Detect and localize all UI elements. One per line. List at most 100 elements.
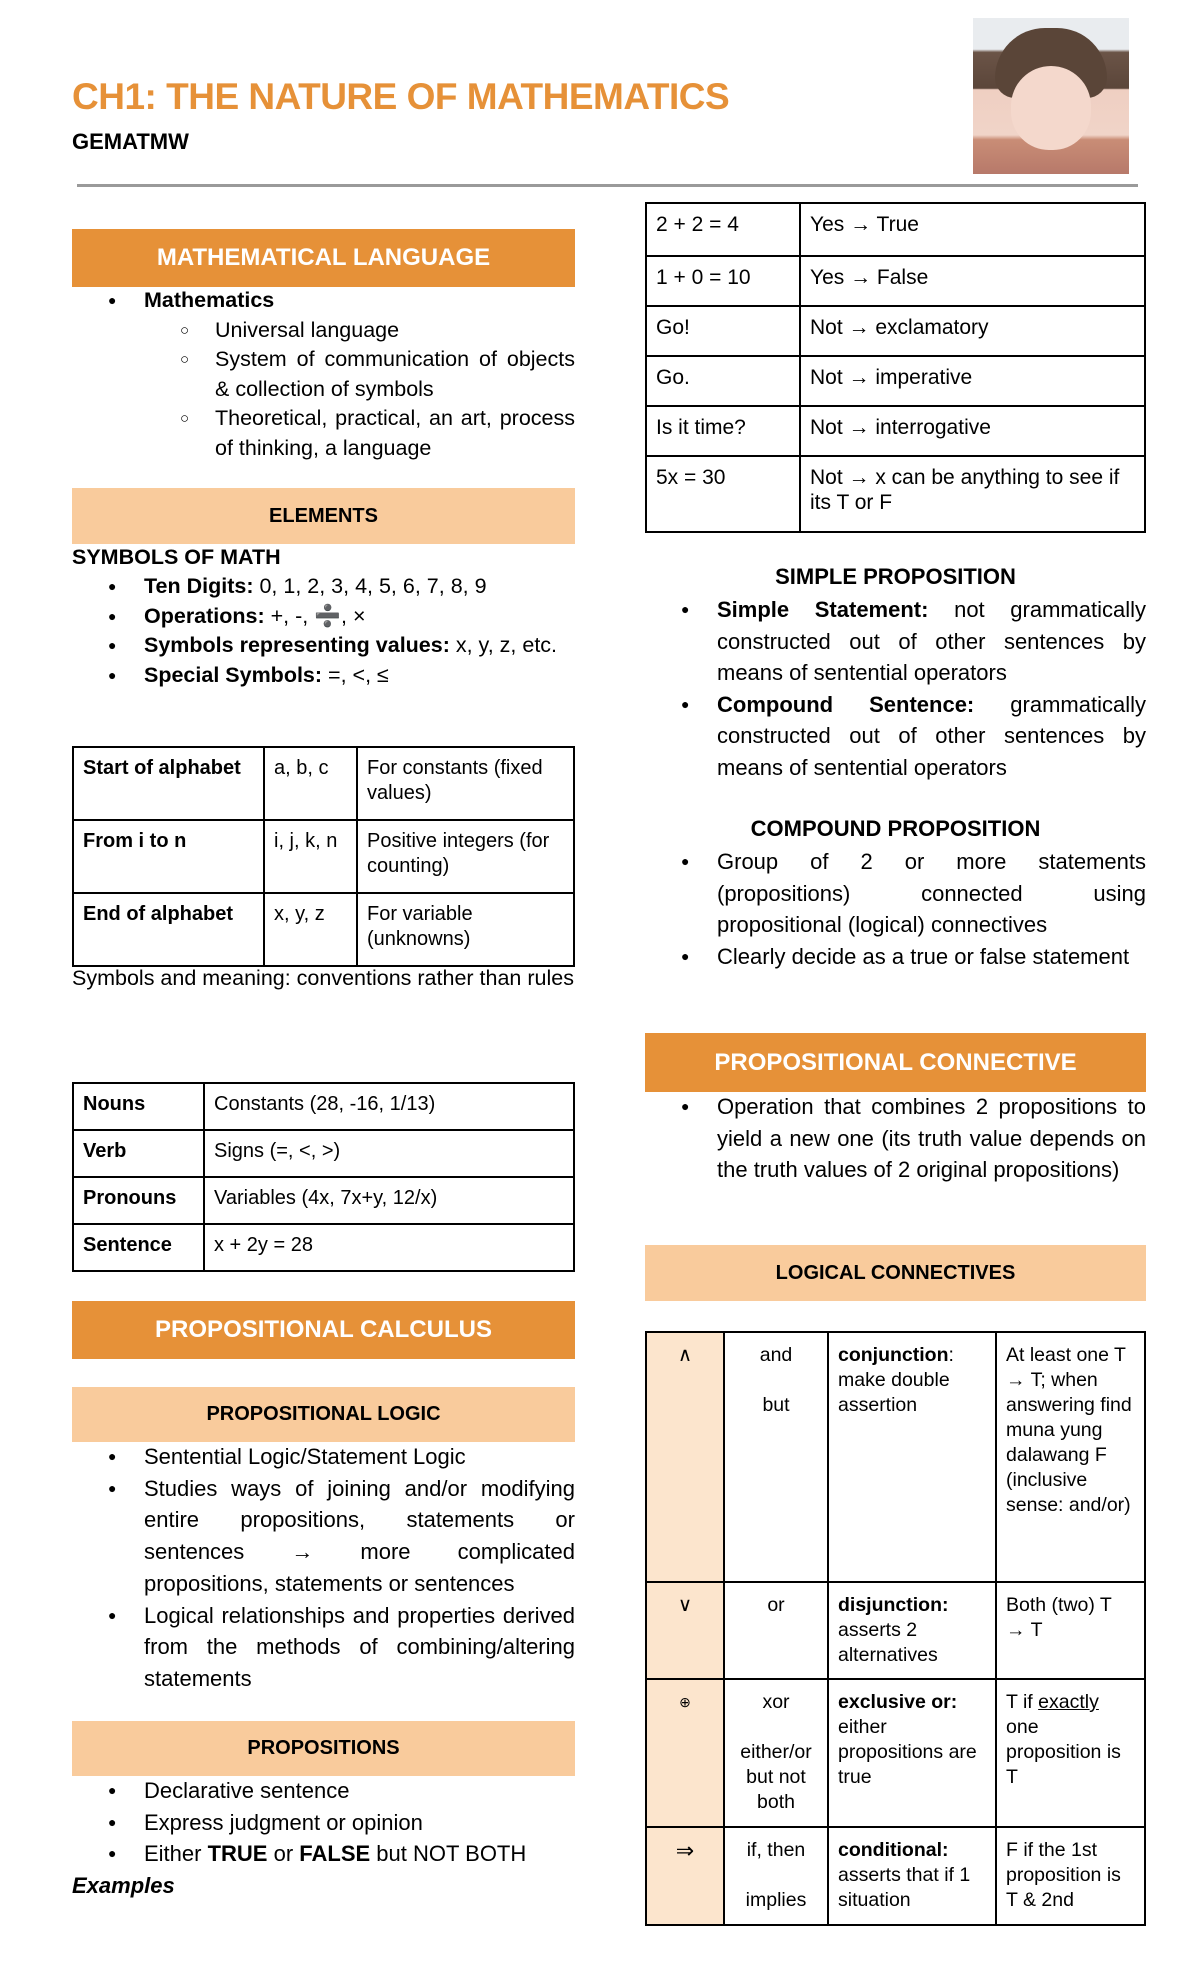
text: exactly <box>1038 1691 1099 1713</box>
item-label: Ten Digits: <box>144 574 254 598</box>
table-cell: or <box>723 1581 829 1680</box>
symbols-title: SYMBOLS OF MATH <box>72 545 281 569</box>
table-cell: End of alphabet <box>72 892 265 967</box>
table-cell: Go! <box>645 305 801 357</box>
table-row: Go! Not → exclamatory <box>645 305 1146 357</box>
connective-desc: either propositions are true <box>838 1716 977 1788</box>
connective-word: implies <box>745 1889 807 1911</box>
table-cell: Not → imperative <box>799 355 1146 407</box>
table-cell: Yes → False <box>799 255 1146 307</box>
section-heading-propositions: PROPOSITIONS <box>72 1721 575 1776</box>
table-cell: Go. <box>645 355 801 407</box>
connective-name: exclusive or: <box>838 1691 958 1713</box>
text: or <box>267 1841 300 1867</box>
table-cell: For variable (unknowns) <box>356 892 575 967</box>
table-cell: x + 2y = 28 <box>203 1223 575 1272</box>
table-row: 1 + 0 = 10 Yes → False <box>645 255 1146 307</box>
text: one proposition is T <box>1006 1716 1121 1788</box>
table-cell: disjunction: asserts 2 alternatives <box>827 1581 997 1680</box>
table-row: End of alphabet x, y, z For variable (unkn… <box>72 892 575 967</box>
propositions-list: Declarative sentence Express judgment or… <box>72 1775 575 1870</box>
connective-word: either/or but not both <box>740 1741 812 1813</box>
table-row: 2 + 2 = 4 Yes → True <box>645 202 1146 257</box>
table-row: Go. Not → imperative <box>645 355 1146 407</box>
list-item: Either TRUE or FALSE but NOT BOTH <box>72 1838 575 1870</box>
table-cell: Both (two) T → T <box>995 1581 1146 1680</box>
table-row: Nouns Constants (28, -16, 1/13) <box>72 1082 575 1131</box>
table-row: Pronouns Variables (4x, 7x+y, 12/x) <box>72 1176 575 1225</box>
section-heading-connective: PROPOSITIONAL CONNECTIVE <box>645 1033 1146 1092</box>
list-item: Simple Statement: not grammatically cons… <box>645 594 1146 689</box>
table-cell: F if the 1st proposition is T & 2nd <box>995 1826 1146 1926</box>
table-cell: Variables (4x, 7x+y, 12/x) <box>203 1176 575 1225</box>
item-text: not grammatically constructed out of oth… <box>717 597 1146 685</box>
grammar-table: Nouns Constants (28, -16, 1/13) Verb Signs… <box>72 1082 575 1272</box>
table-row: 5x = 30 Not → x can be anything to see if… <box>645 455 1146 533</box>
table-cell: Constants (28, -16, 1/13) <box>203 1082 575 1131</box>
examples-label: Examples <box>72 1873 175 1898</box>
text: but NOT BOTH <box>370 1841 527 1867</box>
table-row: ⊕ xor either/or but not both exclusive or… <box>645 1678 1146 1828</box>
table-cell: Positive integers (for counting) <box>356 819 575 894</box>
symbols-note: Symbols and meaning: conventions rather … <box>72 966 574 990</box>
section-heading-logical-connectives: LOGICAL CONNECTIVES <box>645 1245 1146 1301</box>
symbols-list: Ten Digits: 0, 1, 2, 3, 4, 5, 6, 7, 8, 9… <box>72 572 575 690</box>
simple-list: Simple Statement: not grammatically cons… <box>645 594 1146 783</box>
table-cell: Verb <box>72 1129 205 1178</box>
item-label: Compound Sentence: <box>717 691 975 717</box>
connective-word: xor <box>762 1691 790 1713</box>
table-cell: Is it time? <box>645 405 801 457</box>
divider <box>77 184 1138 187</box>
section-heading-prop-calculus: PROPOSITIONAL CALCULUS <box>72 1301 575 1359</box>
connective-word: or <box>767 1594 785 1616</box>
table-cell: conjunction: make double assertion <box>827 1331 997 1583</box>
connective-list: Operation that combines 2 propositions t… <box>645 1091 1146 1186</box>
table-cell: Sentence <box>72 1223 205 1272</box>
xor-symbol: ⊕ <box>645 1678 725 1828</box>
list-item: Symbols representing values: x, y, z, et… <box>72 631 575 661</box>
table-row: From i to n i, j, k, n Positive integers (… <box>72 819 575 894</box>
connective-word: and <box>759 1344 793 1366</box>
item-text: grammatically constructed out of other s… <box>717 691 1146 780</box>
table-cell: Yes → True <box>799 202 1146 257</box>
list-item: Logical relationships and properties der… <box>72 1600 575 1695</box>
item-value: 0, 1, 2, 3, 4, 5, 6, 7, 8, 9 <box>253 574 487 598</box>
list-item: Operation that combines 2 propositions t… <box>645 1091 1146 1186</box>
connective-desc: make double assertion <box>838 1369 950 1416</box>
table-cell: From i to n <box>72 819 265 894</box>
table-cell: i, j, k, n <box>263 819 358 894</box>
table-cell: 1 + 0 = 10 <box>645 255 801 307</box>
table-row: Is it time? Not → interrogative <box>645 405 1146 457</box>
section-heading-math-language: MATHEMATICAL LANGUAGE <box>72 229 575 287</box>
list-item: Operations: +, -, ➗, × <box>72 602 575 632</box>
compound-list: Group of 2 or more statements (propositi… <box>645 846 1146 972</box>
item-value: =, <, ≤ <box>322 662 389 687</box>
table-cell: x, y, z <box>263 892 358 967</box>
and-symbol: ∧ <box>645 1331 725 1583</box>
list-item: Compound Sentence: grammatically constru… <box>645 689 1146 784</box>
list-item: Clearly decide as a true or false statem… <box>645 941 1146 973</box>
list-item: Universal language <box>72 316 575 346</box>
table-cell: if, then implies <box>723 1826 829 1926</box>
page-title: CH1: THE NATURE OF MATHEMATICS <box>72 76 730 117</box>
table-cell: Not → interrogative <box>799 405 1146 457</box>
implies-symbol: ⇒ <box>645 1826 725 1926</box>
prop-logic-list: Sentential Logic/Statement Logic Studies… <box>72 1441 575 1695</box>
item-label: Operations: <box>144 603 265 628</box>
table-cell: For constants (fixed values) <box>356 746 575 821</box>
table-row: Verb Signs (=, <, >) <box>72 1129 575 1178</box>
table-row: Start of alphabet a, b, c For constants (f… <box>72 746 575 821</box>
connective-name: conditional: <box>838 1839 949 1861</box>
list-item: Sentential Logic/Statement Logic <box>72 1441 575 1473</box>
table-cell: a, b, c <box>263 746 358 821</box>
alphabet-table: Start of alphabet a, b, c For constants (f… <box>72 746 575 967</box>
or-symbol: ∨ <box>645 1581 725 1680</box>
page-subtitle: GEMATMW <box>72 129 189 154</box>
list-item: Theoretical, practical, an art, process … <box>72 404 575 463</box>
item-value: +, -, ➗, × <box>264 603 366 628</box>
compound-proposition-heading: COMPOUND PROPOSITION <box>750 816 1041 841</box>
item-label: Simple Statement: <box>717 597 929 622</box>
item-label: Symbols representing values: <box>144 633 450 657</box>
list-item: Studies ways of joining and/or modifying… <box>72 1473 575 1600</box>
table-cell: conditional: asserts that if 1 situation <box>827 1826 997 1926</box>
